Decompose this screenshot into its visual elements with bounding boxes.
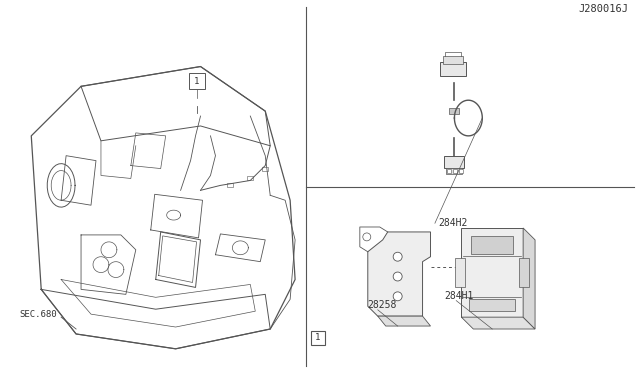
Text: 1: 1 [316,333,321,342]
Bar [460,169,463,173]
Bar [227,183,234,187]
Bar [247,176,253,180]
Text: 284H2: 284H2 [438,218,467,228]
Bar [262,167,268,170]
Bar [471,236,513,254]
Bar [469,299,515,311]
Bar [440,62,467,76]
Circle shape [363,233,371,241]
Bar [447,169,451,173]
Bar [456,258,465,288]
Polygon shape [523,228,535,329]
Circle shape [393,292,402,301]
Bar [444,56,463,64]
Bar [453,169,458,173]
Polygon shape [378,316,431,326]
Bar [444,155,465,167]
Circle shape [393,272,402,281]
Bar [461,228,523,317]
Polygon shape [461,317,535,329]
Text: J280016J: J280016J [579,4,628,14]
Bar [519,258,529,288]
Bar [449,108,460,114]
Polygon shape [368,232,431,316]
Bar [311,331,325,345]
Text: 1: 1 [194,77,199,86]
Text: 284H1: 284H1 [444,291,474,301]
Bar [447,167,462,173]
Circle shape [393,252,402,261]
Text: SEC.680: SEC.680 [19,310,57,319]
Bar [189,73,205,89]
Text: 28258: 28258 [368,300,397,310]
